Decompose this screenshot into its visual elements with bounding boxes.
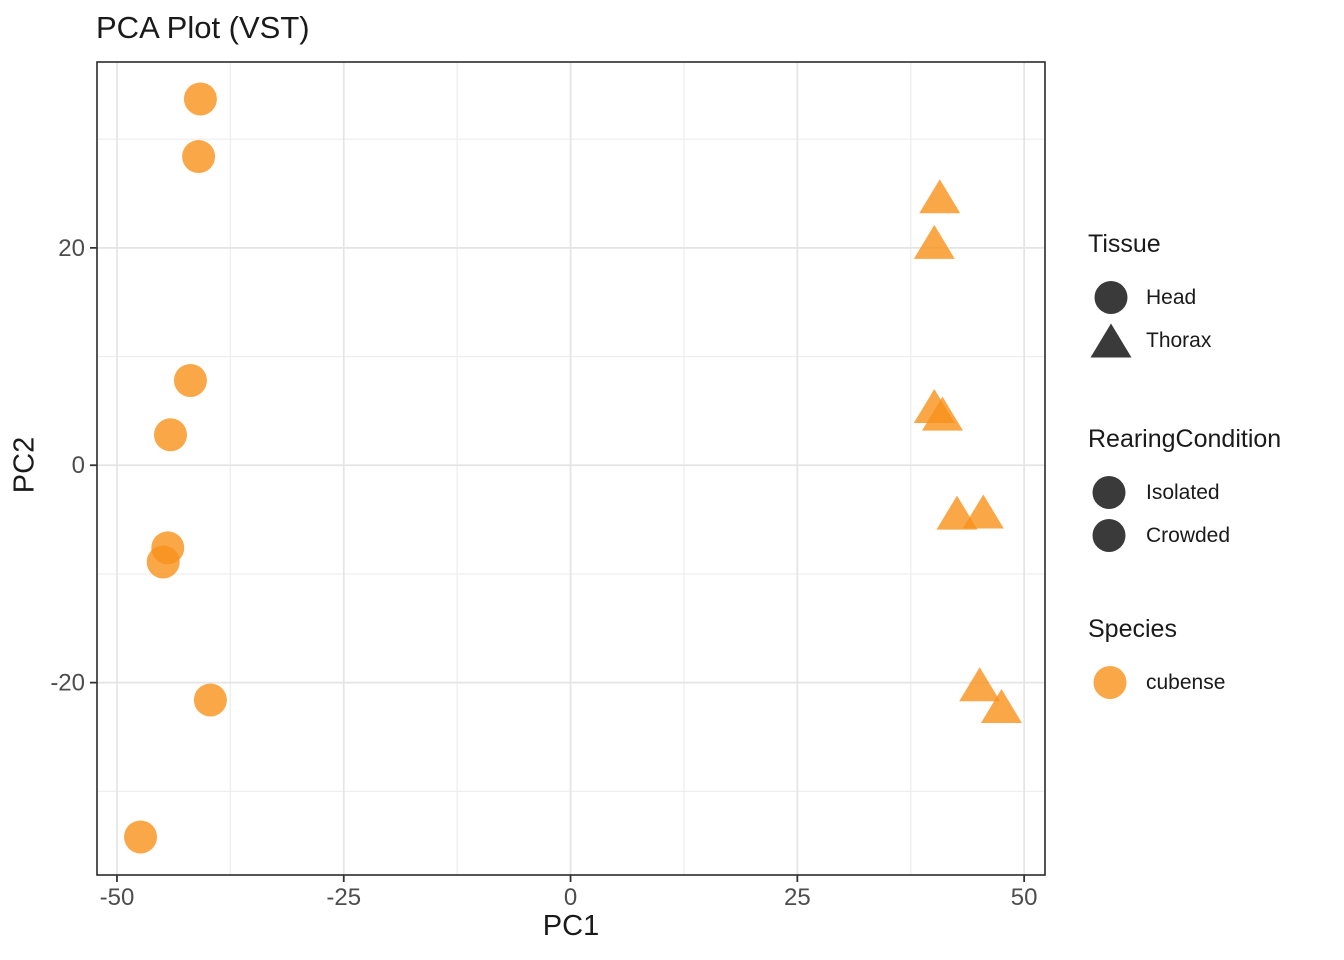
data-point-thorax xyxy=(921,396,963,431)
data-point-thorax xyxy=(936,495,978,530)
legend-label-thorax: Thorax xyxy=(1146,328,1212,352)
crowded-circle-icon xyxy=(1088,514,1132,557)
y-axis-title: PC2 xyxy=(8,436,41,494)
legend-item-cubense: cubense xyxy=(1088,661,1225,704)
x-tick-label: 0 xyxy=(564,884,577,911)
legend-label-head: Head xyxy=(1146,285,1197,309)
data-point-head xyxy=(153,418,187,452)
legend-item-crowded: Crowded xyxy=(1088,514,1281,557)
legend-label-isolated: Isolated xyxy=(1146,480,1220,504)
y-tick-label: 20 xyxy=(58,235,85,262)
legend-title-rearing-condition: RearingCondition xyxy=(1088,425,1282,453)
legend: Tissue Head Thorax RearingCondition I xyxy=(1088,0,1344,960)
legend-label-crowded: Crowded xyxy=(1146,523,1231,547)
data-point-head xyxy=(182,140,216,174)
legend-item-thorax: Thorax xyxy=(1088,319,1211,362)
data-point-head xyxy=(183,82,217,116)
cubense-circle-icon xyxy=(1088,661,1132,704)
legend-group-tissue: Tissue Head Thorax xyxy=(1088,228,1211,362)
x-tick-label: -25 xyxy=(326,884,361,911)
thorax-triangle-icon xyxy=(1088,319,1132,362)
data-point-thorax xyxy=(919,179,961,214)
legend-item-head: Head xyxy=(1088,276,1211,319)
legend-label-cubense: cubense xyxy=(1146,670,1226,694)
legend-group-rearing-condition: RearingCondition Isolated Crowded xyxy=(1088,423,1281,557)
data-point-head xyxy=(193,683,227,717)
x-axis-title: PC1 xyxy=(542,910,600,942)
legend-group-species: Species cubense xyxy=(1088,613,1225,704)
legend-title-tissue: Tissue xyxy=(1088,230,1161,258)
x-tick-label: 25 xyxy=(784,884,811,911)
data-point-thorax xyxy=(959,667,1001,702)
y-tick-label: 0 xyxy=(72,452,85,479)
data-point-thorax xyxy=(980,689,1022,724)
plot-title: PCA Plot (VST) xyxy=(96,10,310,45)
head-circle-icon xyxy=(1088,276,1132,319)
data-point-thorax xyxy=(962,494,1004,529)
y-tick-label: -20 xyxy=(50,670,85,697)
x-tick-label: 50 xyxy=(1011,884,1038,911)
data-point-head xyxy=(173,363,207,397)
data-point-head xyxy=(124,820,158,854)
data-point-head xyxy=(146,545,180,579)
isolated-circle-icon xyxy=(1088,471,1132,514)
legend-item-isolated: Isolated xyxy=(1088,471,1281,514)
legend-title-species: Species xyxy=(1088,615,1177,643)
x-tick-label: -50 xyxy=(100,884,135,911)
data-point-thorax xyxy=(913,224,955,259)
